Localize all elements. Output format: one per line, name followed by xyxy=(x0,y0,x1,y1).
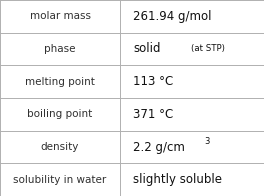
Text: phase: phase xyxy=(44,44,76,54)
Text: solubility in water: solubility in water xyxy=(13,175,107,185)
Text: density: density xyxy=(41,142,79,152)
Text: (at STP): (at STP) xyxy=(191,44,225,54)
Text: boiling point: boiling point xyxy=(27,109,93,119)
Text: 261.94 g/mol: 261.94 g/mol xyxy=(133,10,212,23)
Text: 113 °C: 113 °C xyxy=(133,75,173,88)
Text: 3: 3 xyxy=(205,137,210,146)
Text: solid: solid xyxy=(133,43,161,55)
Text: 371 °C: 371 °C xyxy=(133,108,173,121)
Text: 2.2 g/cm: 2.2 g/cm xyxy=(133,141,185,153)
Text: melting point: melting point xyxy=(25,77,95,87)
Text: slightly soluble: slightly soluble xyxy=(133,173,222,186)
Text: molar mass: molar mass xyxy=(30,11,91,21)
